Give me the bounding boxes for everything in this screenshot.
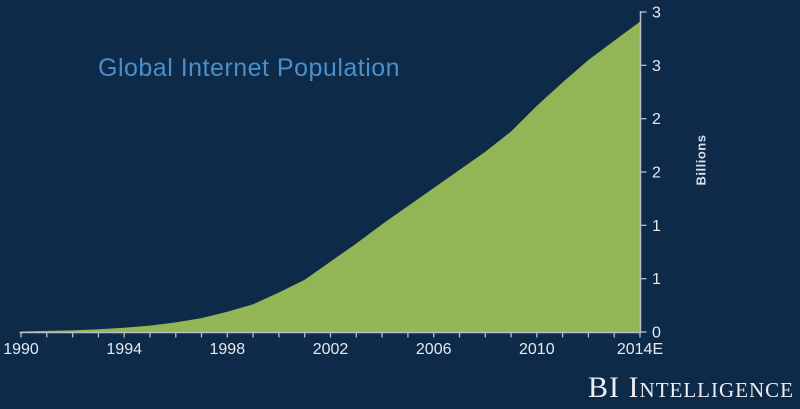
- y-tick-label: 1: [652, 271, 661, 288]
- bi-intelligence-logo: BI Intelligence: [588, 371, 794, 404]
- y-tick-label: 3: [652, 5, 661, 22]
- x-tick-label: 2014E: [617, 341, 663, 358]
- chart-title: Global Internet Population: [98, 54, 401, 82]
- x-tick-label: 2002: [313, 341, 349, 358]
- y-axis-title: Billions: [693, 134, 709, 186]
- y-tick-label: 1: [652, 218, 661, 235]
- y-tick-label: 2: [652, 165, 661, 182]
- y-tick-label: 2: [652, 111, 661, 128]
- x-tick-label: 2010: [519, 341, 555, 358]
- y-tick-label: 0: [652, 325, 661, 342]
- x-tick-label: 1998: [210, 341, 246, 358]
- y-tick-label: 3: [652, 58, 661, 75]
- internet-population-area: [21, 21, 640, 332]
- x-tick-label: 1994: [106, 341, 142, 358]
- x-tick-label: 1990: [3, 341, 39, 358]
- x-tick-label: 2006: [416, 341, 452, 358]
